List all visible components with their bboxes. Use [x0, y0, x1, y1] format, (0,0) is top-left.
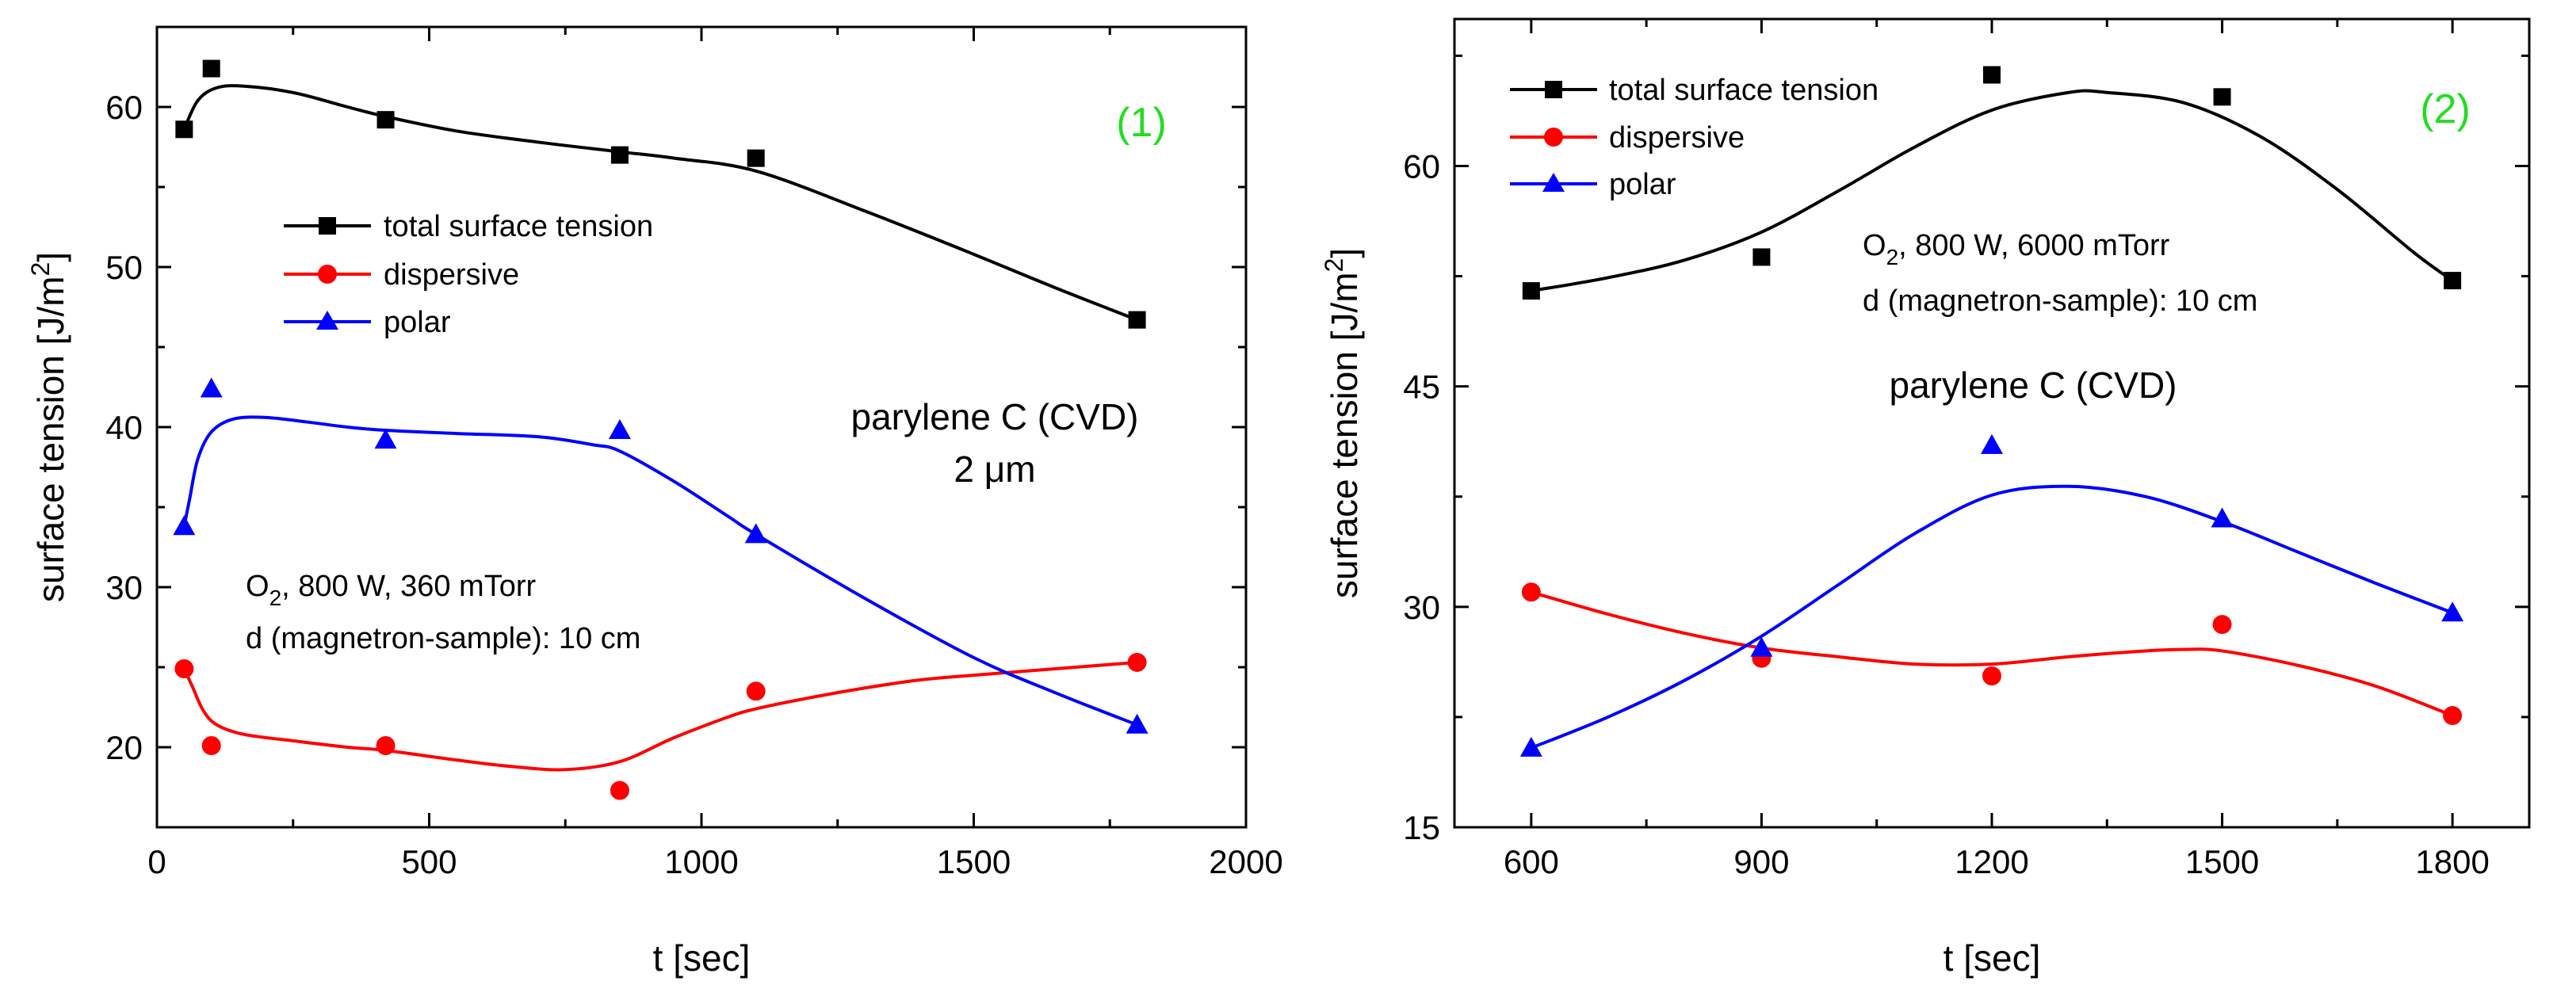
point-total-surface-tension	[1128, 311, 1146, 329]
y-tick-label: 60	[1403, 147, 1440, 185]
point-dispersive	[1982, 666, 2001, 685]
x-tick-label: 0	[147, 843, 166, 880]
point-total-surface-tension	[1522, 282, 1540, 300]
point-dispersive	[376, 735, 396, 755]
panel-2-y-axis-title: surface tension [J/m2]	[1320, 248, 1365, 598]
y-tick-label: 30	[1403, 589, 1440, 626]
point-total-surface-tension	[2213, 88, 2231, 106]
x-tick-label: 1500	[2185, 843, 2259, 880]
x-tick-label: 1800	[2415, 843, 2489, 880]
y-tick-label: 15	[1403, 809, 1440, 846]
curve-dispersive	[182, 660, 1137, 772]
point-dispersive	[2443, 706, 2463, 726]
point-polar	[200, 377, 223, 398]
legend-label-dispersive: dispersive	[1609, 121, 1745, 155]
point-polar	[608, 419, 631, 440]
panel-2-x-axis-title: t [sec]	[1943, 937, 2041, 979]
legend-marker-polar	[316, 311, 338, 330]
curve-total-surface-tension	[1531, 89, 2454, 293]
panel-1-distance: d (magnetron-sample): 10 cm	[246, 622, 640, 655]
point-dispersive	[2212, 615, 2232, 635]
curve-total-surface-tension	[182, 84, 1138, 322]
point-polar	[2441, 601, 2464, 622]
panel-2-conditions: O2, 800 W, 6000 mTorr	[1863, 229, 2170, 269]
panel-1-ticks: 0 500 1000 1500 2000 20 30 40 50 60	[105, 25, 1283, 880]
point-polar	[1750, 636, 1773, 657]
point-polar	[2211, 507, 2234, 528]
legend-label-polar: polar	[1609, 168, 1676, 201]
panel-1-thickness-label: 2 μm	[954, 448, 1035, 490]
legend-label-polar: polar	[384, 306, 451, 339]
x-tick-label: 900	[1733, 843, 1789, 880]
point-total-surface-tension	[376, 111, 395, 129]
point-dispersive	[1127, 652, 1147, 672]
point-dispersive	[174, 659, 194, 679]
legend-label-dispersive: dispersive	[384, 258, 519, 292]
panel-1-y-axis-title: surface tension [J/m2]	[26, 252, 71, 602]
panel-2-label: (2)	[2420, 86, 2471, 132]
legend-marker-polar	[1542, 173, 1565, 192]
legend-marker-dispersive	[1544, 128, 1563, 147]
panel-2-legend: total surface tension dispersive polar	[1510, 74, 1878, 201]
panel-2-ticks: 600 900 1200 1500 1800 15 30 45 60	[1403, 19, 2529, 880]
point-polar	[173, 515, 196, 536]
x-tick-label: 600	[1504, 843, 1559, 880]
legend-label-total: total surface tension	[1609, 74, 1878, 107]
point-total-surface-tension	[747, 149, 765, 167]
legend-marker-total	[319, 217, 336, 235]
point-dispersive	[201, 735, 221, 755]
point-dispersive	[746, 681, 766, 701]
point-total-surface-tension	[202, 59, 220, 78]
y-tick-label: 40	[105, 409, 143, 446]
point-total-surface-tension	[610, 146, 629, 164]
panel-2-markers	[1519, 66, 2464, 757]
x-tick-label: 1500	[937, 843, 1011, 880]
point-dispersive	[610, 781, 629, 800]
point-total-surface-tension	[175, 120, 193, 139]
x-tick-label: 500	[401, 843, 457, 880]
panel-1-label: (1)	[1116, 100, 1167, 146]
legend-marker-total	[1545, 81, 1562, 98]
point-polar	[1981, 433, 2003, 454]
panel-2: 600 900 1200 1500 1800 15 30 45 60 surface tensi…	[1320, 17, 2531, 979]
point-polar	[744, 523, 767, 544]
panel-1-x-axis-title: t [sec]	[653, 937, 751, 979]
panel-1-legend: total surface tension dispersive polar	[284, 210, 653, 339]
panel-1-material-label: parylene C (CVD)	[851, 396, 1139, 437]
x-tick-label: 2000	[1209, 843, 1282, 880]
point-total-surface-tension	[1752, 248, 1771, 266]
y-tick-label: 60	[105, 89, 143, 126]
panel-1: 0 500 1000 1500 2000 20 30 40 50 60 surface tensi…	[26, 25, 1283, 979]
curve-polar	[1531, 484, 2453, 750]
curve-dispersive	[1531, 590, 2453, 717]
y-tick-label: 50	[105, 249, 143, 286]
legend-marker-dispersive	[318, 265, 337, 284]
panel-1-curves	[182, 84, 1138, 772]
panel-2-curves	[1531, 89, 2454, 750]
panel-2-material-label: parylene C (CVD)	[1890, 365, 2177, 406]
point-polar	[374, 429, 397, 449]
point-total-surface-tension	[2444, 272, 2462, 290]
curve-polar	[182, 415, 1138, 727]
point-total-surface-tension	[1983, 66, 2001, 84]
panel-1-conditions: O2, 800 W, 360 mTorr	[246, 570, 537, 610]
x-tick-label: 1200	[1955, 843, 2028, 880]
y-tick-label: 45	[1403, 368, 1440, 406]
x-tick-label: 1000	[664, 843, 738, 880]
point-polar	[1519, 736, 1542, 757]
y-tick-label: 20	[105, 729, 143, 766]
panel-1-markers	[173, 59, 1148, 800]
point-dispersive	[1521, 582, 1541, 602]
panel-2-distance: d (magnetron-sample): 10 cm	[1863, 284, 2257, 318]
y-tick-label: 30	[105, 569, 143, 606]
legend-label-total: total surface tension	[384, 210, 653, 243]
point-polar	[1126, 713, 1148, 734]
